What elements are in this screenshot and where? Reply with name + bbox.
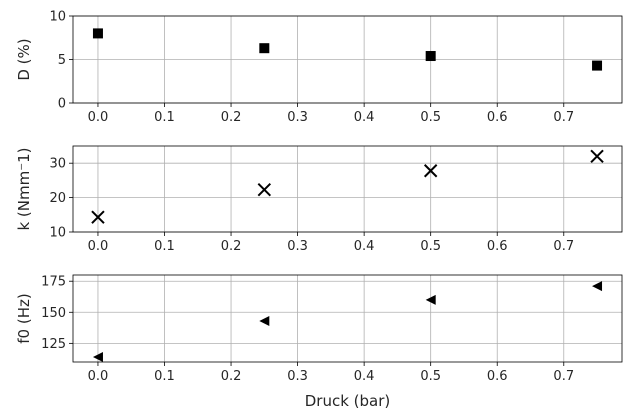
y-axis-label: D (%)	[15, 38, 33, 80]
x-tick-label: 0.7	[553, 110, 574, 125]
data-point-square	[259, 43, 270, 54]
axes-frame	[72, 274, 623, 363]
x-tick-label: 0.4	[354, 239, 375, 254]
y-tick-label: 20	[49, 191, 66, 206]
y-tick-label: 10	[49, 226, 66, 241]
x-tick-label: 0.3	[287, 110, 308, 125]
y-tick-label: 175	[41, 275, 66, 290]
data-point-x	[257, 182, 272, 197]
data-point-x	[590, 149, 604, 164]
x-tick-label: 0.5	[420, 239, 441, 254]
y-tick-label: 125	[41, 337, 66, 352]
y-tick-label: 10	[49, 10, 66, 25]
y-axis-label: f0 (Hz)	[15, 293, 33, 343]
data-point-triangle	[592, 281, 603, 292]
x-tick-label: 0.2	[221, 369, 242, 384]
data-point-triangle	[259, 315, 270, 326]
x-tick-label: 0.0	[88, 239, 109, 254]
x-tick-label: 0.0	[88, 110, 109, 125]
x-tick-label: 0.0	[88, 369, 109, 384]
x-tick-label: 0.4	[354, 110, 375, 125]
x-tick-label: 0.7	[553, 369, 574, 384]
x-tick-label: 0.3	[287, 369, 308, 384]
subplot-1: 0.0 0.1 0.2 0.3 0.4 0.5 0.6 0.7 0 5 10 D (%)	[15, 10, 623, 125]
y-tick-label: 5	[58, 53, 66, 68]
x-tick-label: 0.1	[154, 239, 175, 254]
data-point-x	[91, 210, 105, 224]
x-tick-label: 0.7	[553, 239, 574, 254]
axes-frame	[72, 145, 623, 233]
data-point-square	[425, 51, 436, 62]
data-point-triangle	[92, 352, 103, 363]
x-tick-label: 0.6	[487, 110, 508, 125]
axes-frame	[72, 15, 623, 104]
subplot-3: 0.0 0.1 0.2 0.3 0.4 0.5 0.6 0.7 125 150 175 f0 (Hz)…	[15, 274, 623, 410]
data-point-triangle	[425, 294, 436, 305]
x-tick-label: 0.3	[287, 239, 308, 254]
y-axis-label: k (Nmm⁻1)	[15, 147, 33, 230]
data-point-x	[423, 164, 438, 178]
x-axis-label: Druck (bar)	[305, 392, 391, 410]
x-tick-label: 0.5	[420, 110, 441, 125]
y-tick-label: 150	[41, 306, 66, 321]
data-point-square	[592, 60, 603, 71]
subplot-2: 0.0 0.1 0.2 0.3 0.4 0.5 0.6 0.7 10 20 30 k (Nmm⁻1)	[15, 145, 623, 254]
x-tick-label: 0.1	[154, 110, 175, 125]
x-tick-label: 0.2	[221, 110, 242, 125]
y-tick-label: 0	[58, 97, 66, 112]
x-tick-label: 0.1	[154, 369, 175, 384]
x-tick-label: 0.6	[487, 369, 508, 384]
x-tick-label: 0.6	[487, 239, 508, 254]
data-point-square	[92, 28, 103, 39]
x-tick-label: 0.5	[420, 369, 441, 384]
y-tick-label: 30	[49, 157, 66, 172]
x-tick-label: 0.2	[221, 239, 242, 254]
x-tick-label: 0.4	[354, 369, 375, 384]
